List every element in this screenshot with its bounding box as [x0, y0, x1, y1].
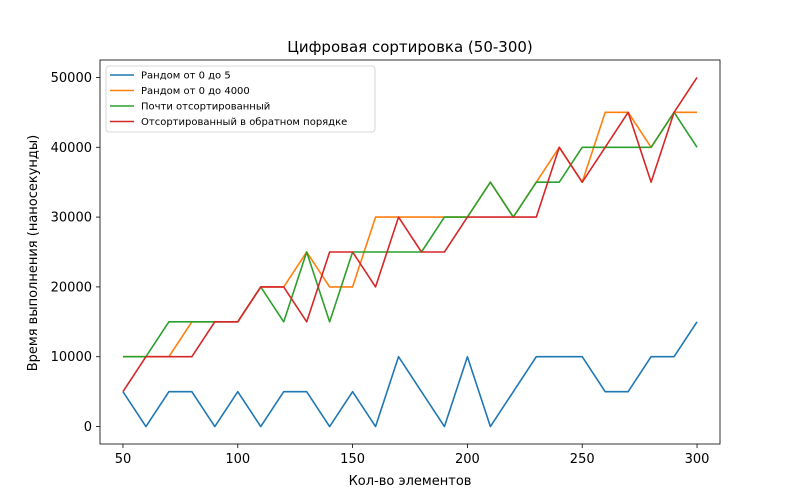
- y-tick-label: 50000: [51, 71, 92, 86]
- x-tick-label: 250: [570, 452, 595, 467]
- plot-frame: [99, 59, 721, 445]
- legend: Рандом от 0 до 5 Рандом от 0 до 4000 Почти…: [105, 65, 376, 133]
- y-tick-label: 20000: [51, 280, 92, 295]
- series-line-1: [122, 321, 698, 428]
- y-tick-label: 40000: [51, 141, 92, 156]
- legend-entry-3: Почти отсортированный: [141, 102, 270, 113]
- series-line-4: [122, 77, 698, 393]
- x-tick-label: 100: [225, 452, 250, 467]
- legend-entry-2: Рандом от 0 до 4000: [141, 86, 250, 97]
- y-tick-label: 10000: [51, 350, 92, 365]
- x-tick-label: 200: [455, 452, 480, 467]
- plot-area: 50 100 150 200 250 300 0 10000 20000 30000 40000 50…: [51, 59, 721, 467]
- x-tick-label: 300: [685, 452, 710, 467]
- y-tick-label: 0: [84, 420, 92, 435]
- x-axis-label: Кол-во элементов: [349, 474, 472, 489]
- legend-entry-1: Рандом от 0 до 5: [141, 71, 231, 82]
- y-axis-label: Время выполнения (наносекунды): [26, 135, 41, 372]
- y-tick-label: 30000: [51, 211, 92, 226]
- legend-box: [105, 65, 376, 133]
- x-tick-label: 150: [340, 452, 365, 467]
- legend-entry-4: Отсортированный в обратном порядке: [141, 117, 347, 128]
- chart-title: Цифровая сортировка (50-300): [287, 38, 533, 56]
- x-tick-label: 50: [115, 452, 132, 467]
